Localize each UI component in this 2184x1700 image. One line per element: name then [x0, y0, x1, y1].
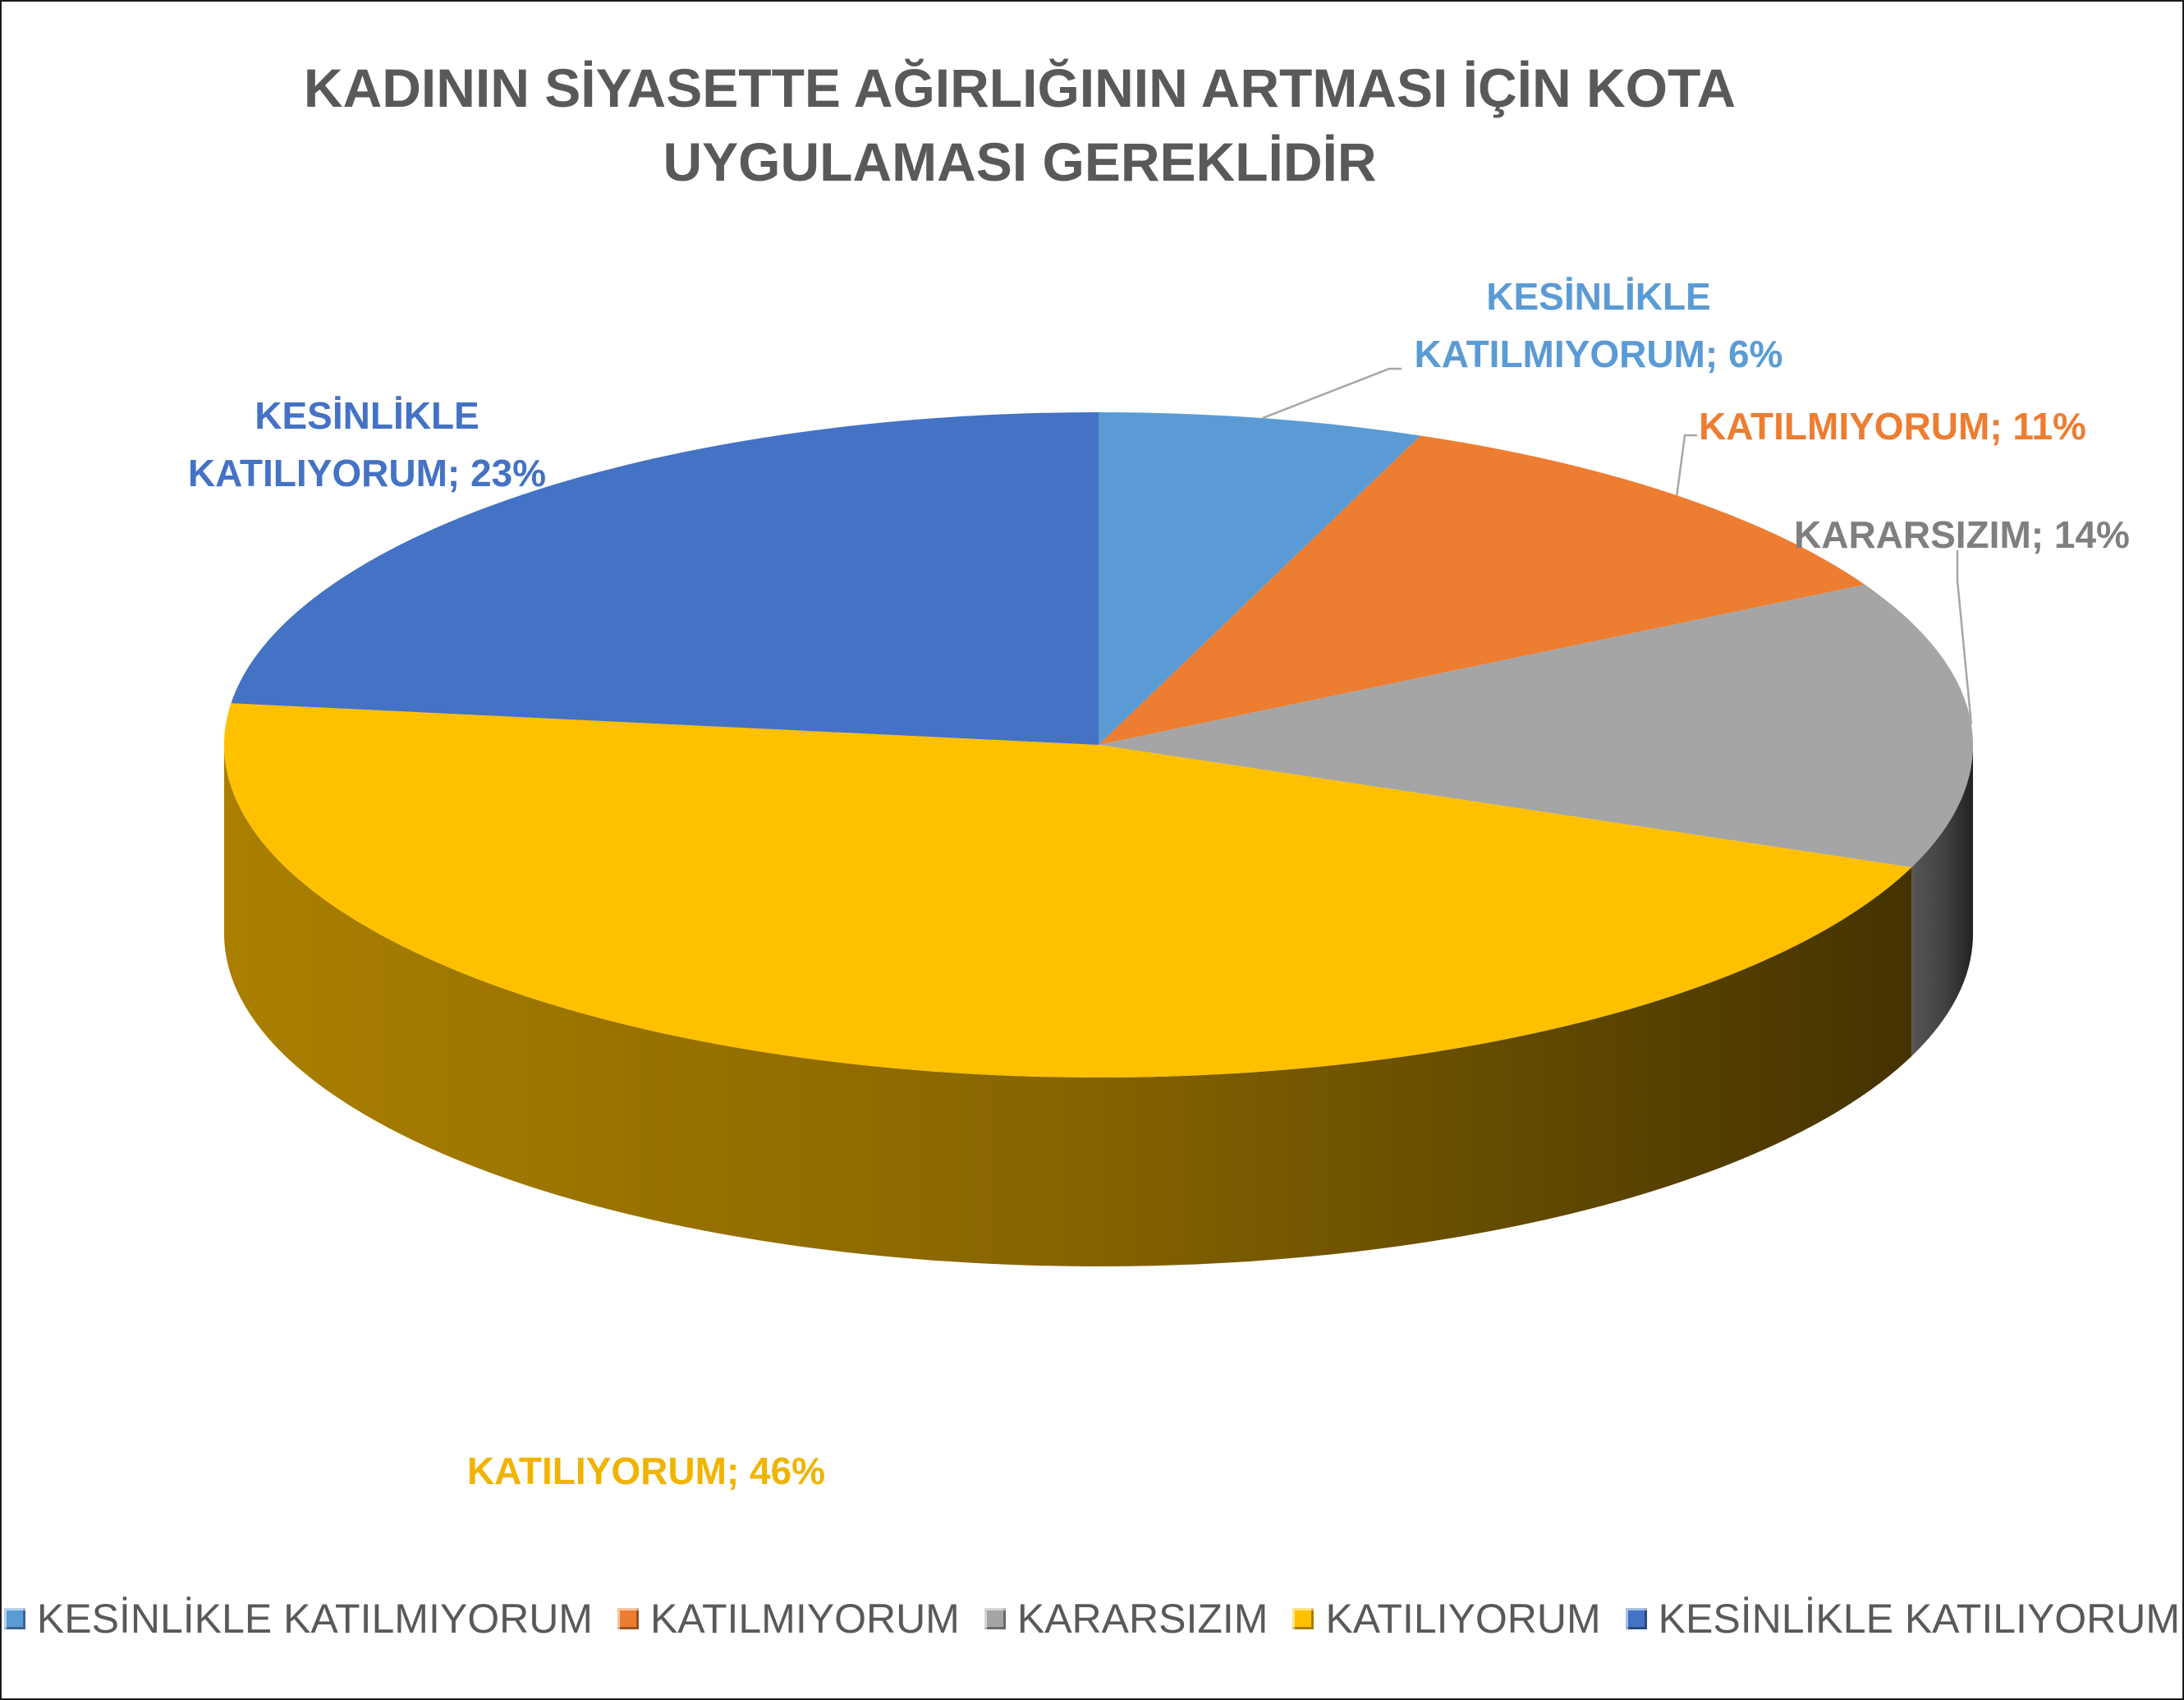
legend-label: KESİNLİKLE KATILIYORUM [1658, 1596, 2181, 1642]
legend-item-katilmiyorum: KATILMIYORUM [617, 1595, 960, 1643]
pie-slice-kesi-nli-kle-katiliyorum [231, 412, 1099, 745]
pie-slice-kararsizim [1099, 584, 1974, 868]
leader-line-kararsizim [1956, 550, 1973, 724]
pie-side-kararsizim-shade [1911, 745, 1973, 1057]
pie-top [224, 412, 1974, 1077]
chart-title-line-2: UYGULAMASI GEREKLİDİR [663, 131, 1377, 192]
data-label-kesi-nli-kle-katilmiyorum-line-2: KATILMIYORUM; 6% [1415, 333, 1783, 375]
data-label-kesi-nli-kle-katilmiyorum-line-1: KESİNLİKLE [1486, 275, 1710, 318]
legend-swatch [617, 1608, 639, 1629]
data-label-katilmiyorum-line-1: KATILMIYORUM; 11% [1699, 405, 2086, 448]
chart-title: KADININ SİYASETTE AĞIRLIĞININ ARTMASI İÇ… [2, 51, 2038, 199]
legend-label: KESİNLİKLE KATILMIYORUM [36, 1596, 593, 1642]
chart-legend: KESİNLİKLE KATILMIYORUM KATILMIYORUM KARAR… [2, 1595, 2182, 1643]
pie-sides [224, 745, 1973, 1266]
pie-labels: KESİNLİKLE KATILMIYORUM; 6% KATILMIYORUM; … [188, 275, 2130, 1492]
pie-slice-katilmiyorum [1099, 435, 1865, 745]
data-label-katiliyorum-line-1: KATILIYORUM; 46% [467, 1450, 825, 1492]
legend-label: KATILMIYORUM [649, 1596, 960, 1642]
data-label-kesi-nli-kle-katiliyorum-line-1: KESİNLİKLE [255, 394, 479, 437]
data-label-kesi-nli-kle-katiliyorum-line-2: KATILIYORUM; 23% [188, 452, 546, 494]
pie-slice-katiliyorum [224, 703, 1912, 1077]
leader-line-katilmiyorum [1676, 434, 1697, 496]
pie-leader-lines [1262, 367, 1973, 724]
data-label-kararsizim-line-1: KARARSIZIM; 14% [1794, 513, 2130, 556]
legend-item-kararsizim: KARARSIZIM [984, 1595, 1269, 1643]
legend-item-kesi-nli-kle-katilmiyorum: KESİNLİKLE KATILMIYORUM [3, 1595, 593, 1643]
legend-item-kesi-nli-kle-katiliyorum: KESİNLİKLE KATILIYORUM [1625, 1595, 2181, 1643]
leader-line-kesinlikle-katilmiyorum [1262, 367, 1402, 420]
legend-label: KARARSIZIM [1016, 1596, 1269, 1642]
legend-swatch [984, 1608, 1006, 1629]
pie-slice-kesi-nli-kle-katilmiyorum [1099, 412, 1421, 745]
legend-label: KATILIYORUM [1325, 1596, 1601, 1642]
pie-side-katiliyorum-shade [224, 745, 1912, 1266]
legend-swatch [1292, 1608, 1315, 1629]
legend-swatch [3, 1608, 25, 1629]
legend-swatch [1625, 1608, 1647, 1629]
chart-title-line-1: KADININ SİYASETTE AĞIRLIĞININ ARTMASI İÇ… [303, 57, 1737, 118]
legend-item-katiliyorum: KATILIYORUM [1292, 1595, 1601, 1643]
